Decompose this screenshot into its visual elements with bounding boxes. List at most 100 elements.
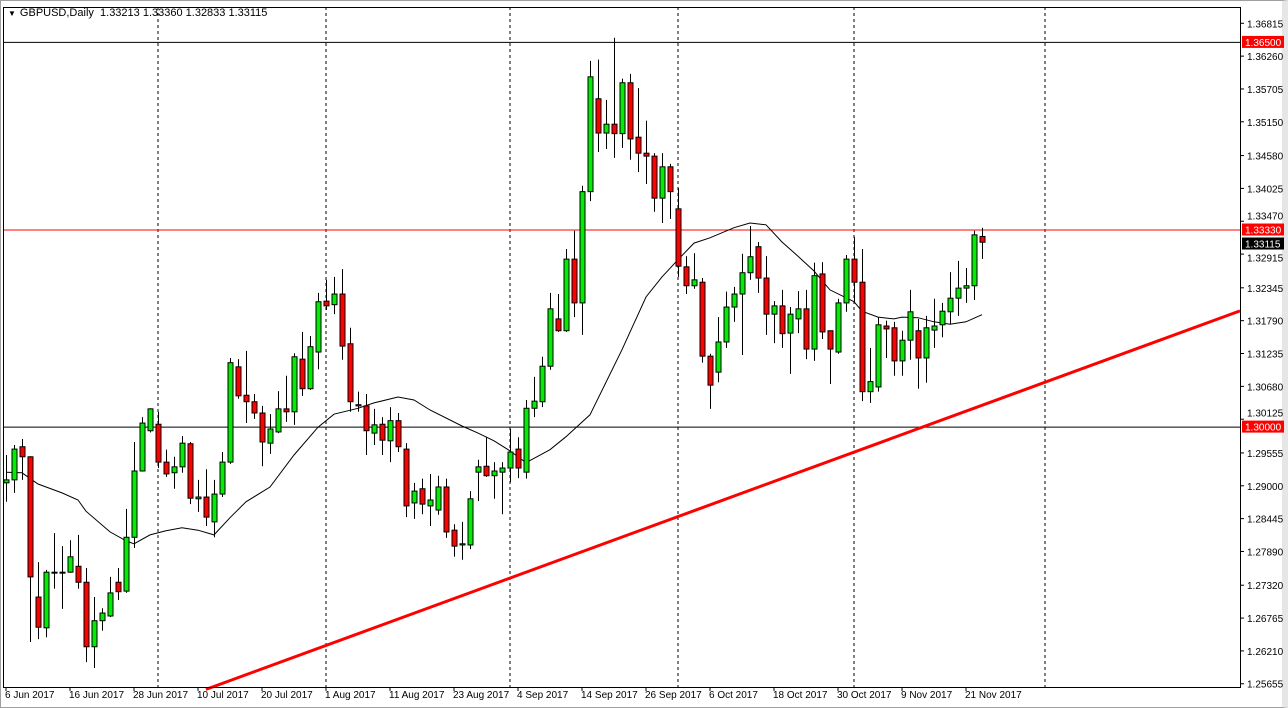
bull-candle-body	[971, 234, 978, 287]
candle	[907, 289, 914, 360]
candle	[635, 88, 642, 173]
bull-candle-body	[923, 327, 930, 359]
bear-candle-body	[51, 571, 58, 574]
candle	[523, 399, 530, 479]
bull-candle-body	[947, 297, 954, 313]
bull-candle-body	[619, 82, 626, 135]
chart-header: ▼ GBPUSD,Daily 1.33213 1.33360 1.32833 1.…	[8, 7, 267, 19]
bull-candle-body	[107, 592, 114, 617]
bear-candle-body	[779, 305, 786, 335]
bear-candle-body	[155, 423, 162, 463]
candle	[499, 462, 506, 515]
candle	[395, 412, 402, 453]
candle	[923, 315, 930, 383]
level-price-tag	[1242, 35, 1284, 48]
bull-candle-body	[435, 486, 442, 511]
x-tick-label: 26 Sep 2017	[645, 690, 702, 701]
candle	[235, 359, 242, 399]
candle	[307, 336, 314, 390]
axes: 1.36815 1.36260 1.35705 1.35150 1.34580 1.340…	[3, 7, 1284, 701]
x-tick-label: 11 Aug 2017	[389, 690, 445, 701]
bull-candle-body	[291, 356, 298, 413]
bull-candle-body	[355, 404, 362, 407]
candle	[275, 391, 282, 434]
bull-candle-body	[307, 346, 314, 390]
bear-candle-body	[259, 412, 266, 443]
dropdown-triangle-icon[interactable]: ▼	[8, 9, 16, 18]
y-tick-label: 1.35150	[1247, 118, 1284, 129]
candle	[643, 120, 650, 184]
bear-candle-body	[643, 152, 650, 157]
candle	[947, 272, 954, 325]
candle	[387, 407, 394, 463]
bull-candle-body	[723, 306, 730, 343]
bull-candle-body	[99, 612, 106, 622]
ohlc-readout: 1.33213 1.33360 1.32833 1.33115	[100, 7, 268, 19]
y-tick-label: 1.29000	[1247, 482, 1284, 493]
candle	[155, 411, 162, 469]
bull-candle-body	[507, 451, 514, 469]
level-price-tag	[1242, 420, 1284, 433]
bear-candle-body	[323, 300, 330, 307]
bull-candle-body	[795, 308, 802, 320]
candle	[667, 163, 674, 219]
bear-candle-body	[235, 366, 242, 397]
candle	[427, 473, 434, 527]
candle	[187, 441, 194, 505]
plot-border	[3, 7, 1241, 688]
x-tick-label: 28 Jun 2017	[133, 690, 188, 701]
candle	[51, 533, 58, 589]
bull-candle-body	[387, 420, 394, 442]
bull-candle-body	[427, 499, 434, 507]
candle	[563, 249, 570, 332]
bull-candle-body	[91, 620, 98, 648]
bear-candle-body	[611, 123, 618, 135]
bear-candle-body	[339, 293, 346, 347]
candle	[843, 254, 850, 312]
candle	[443, 478, 450, 538]
x-tick-label: 9 Nov 2017	[901, 690, 953, 701]
candle	[531, 376, 538, 418]
candle	[859, 249, 866, 402]
candle	[755, 241, 762, 293]
trendline-layer	[205, 309, 1241, 691]
bear-candle-body	[75, 565, 82, 583]
bull-candle-body	[123, 536, 130, 592]
candle	[339, 269, 346, 360]
bull-candle-body	[211, 493, 218, 523]
candle	[747, 225, 754, 280]
candle	[939, 302, 946, 338]
candle	[603, 99, 610, 150]
candle	[123, 508, 130, 593]
bear-candle-body	[979, 235, 986, 243]
candle	[227, 357, 234, 464]
bull-candle-body	[267, 428, 274, 444]
bear-candle-body	[283, 408, 290, 413]
bear-candle-body	[347, 343, 354, 403]
candle	[323, 279, 330, 311]
x-tick-label: 23 Aug 2017	[453, 690, 510, 701]
candle	[883, 320, 890, 358]
candle	[331, 276, 338, 315]
candle	[363, 394, 370, 456]
candle	[179, 436, 186, 473]
bear-candle-body	[675, 208, 682, 267]
candle	[539, 356, 546, 408]
y-tick-label: 1.31790	[1247, 317, 1284, 328]
bear-candle-body	[555, 318, 562, 332]
bull-candle-body	[963, 285, 970, 289]
bull-candle-body	[867, 381, 874, 393]
bull-candle-body	[331, 293, 338, 306]
candle	[75, 534, 82, 589]
candle	[715, 317, 722, 383]
candle	[43, 569, 50, 638]
candle	[795, 291, 802, 334]
candle	[731, 286, 738, 322]
y-tick-label: 1.28445	[1247, 515, 1284, 526]
candle	[827, 330, 834, 384]
bull-candle-body	[579, 191, 586, 304]
bear-candle-body	[451, 529, 458, 547]
bear-candle-body	[19, 446, 26, 458]
candle	[451, 524, 458, 557]
